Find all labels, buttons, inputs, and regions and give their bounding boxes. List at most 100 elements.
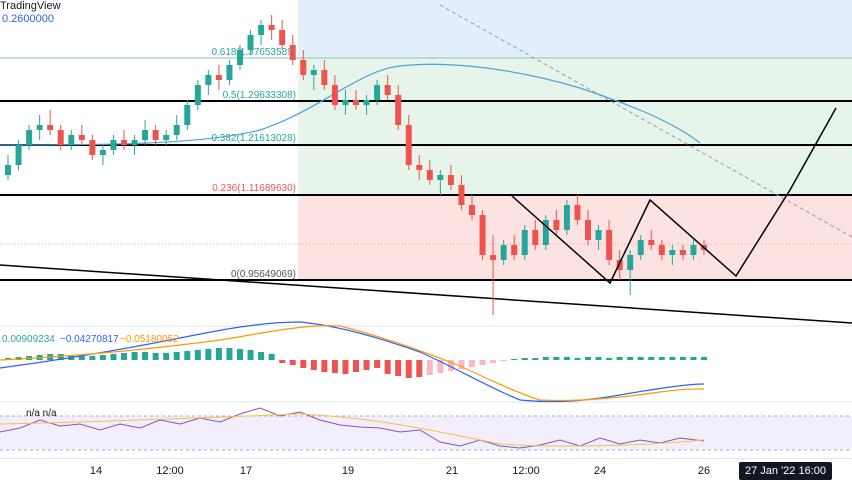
fib-label-05: 0.5(1.29633308) bbox=[223, 90, 296, 101]
macd-histogram-bar bbox=[194, 350, 201, 360]
macd-histogram-bar bbox=[205, 349, 212, 360]
macd-histogram-bar bbox=[342, 360, 349, 374]
crosshair-date-badge: 27 Jan '22 16:00 bbox=[738, 462, 832, 480]
candle-body bbox=[363, 100, 370, 105]
macd-histogram-bar bbox=[395, 360, 402, 376]
time-tick: 21 bbox=[445, 465, 459, 477]
macd-histogram-bar bbox=[99, 355, 106, 360]
macd-histogram-bar bbox=[542, 357, 549, 360]
candle-body bbox=[321, 70, 328, 85]
candle-body bbox=[173, 125, 180, 135]
projected-zigzag[interactable] bbox=[511, 107, 837, 285]
candle-body bbox=[110, 140, 117, 150]
fib-label-0236: 0.236(1.11689630) bbox=[212, 183, 296, 194]
macd-histogram-bar bbox=[121, 353, 127, 360]
moving-average-line bbox=[0, 63, 701, 146]
fib-label-0382: 0.382(1.21613028) bbox=[211, 133, 296, 144]
macd-histogram-bar bbox=[458, 360, 465, 369]
macd-histogram-bar bbox=[89, 356, 96, 360]
candle-body bbox=[395, 95, 402, 125]
macd-histogram-bar bbox=[553, 357, 560, 360]
macd-histogram-bar bbox=[658, 357, 665, 360]
candle-body bbox=[585, 220, 591, 240]
candle-body bbox=[237, 50, 243, 65]
candle-body bbox=[637, 240, 644, 255]
candle-body bbox=[310, 70, 317, 75]
macd-histogram-bar bbox=[268, 354, 275, 360]
macd-histogram-bar bbox=[247, 350, 254, 360]
candle-body bbox=[490, 255, 497, 260]
dashed-trendline[interactable] bbox=[439, 4, 852, 238]
candle-body bbox=[426, 170, 433, 180]
macd-histogram-bar bbox=[173, 352, 180, 360]
candle-body bbox=[648, 240, 655, 245]
macd-histogram-bar bbox=[574, 358, 581, 360]
macd-histogram-bar bbox=[237, 349, 243, 360]
candle-body bbox=[142, 130, 149, 140]
candle-body bbox=[47, 125, 54, 130]
candle-body bbox=[5, 165, 11, 175]
macd-histogram-bar bbox=[258, 352, 265, 360]
candle-body bbox=[447, 175, 454, 185]
fib-label-0: 0(0.95649069) bbox=[231, 269, 296, 280]
candlestick-series bbox=[5, 15, 707, 315]
candle-body bbox=[163, 135, 170, 140]
macd-histogram-bar bbox=[110, 354, 117, 360]
time-tick: 12:00 bbox=[156, 465, 184, 477]
macd-histogram-bar bbox=[57, 354, 64, 360]
macd-histogram-bar bbox=[679, 357, 686, 360]
macd-line bbox=[0, 321, 705, 403]
macd-histogram-bar bbox=[521, 358, 528, 360]
candle-body bbox=[690, 245, 697, 255]
macd-histogram-bar bbox=[300, 360, 307, 368]
long-support-trendline[interactable] bbox=[0, 264, 852, 324]
candle-body bbox=[68, 135, 75, 145]
time-tick: 19 bbox=[341, 465, 355, 477]
time-tick: 17 bbox=[239, 465, 253, 477]
candle-body bbox=[300, 60, 307, 75]
candle-body bbox=[627, 255, 634, 270]
price-badge: 0.2600000 bbox=[0, 12, 56, 26]
candle-body bbox=[595, 230, 602, 240]
candle-body bbox=[521, 230, 528, 255]
macd-histogram-bar bbox=[374, 360, 381, 368]
macd-histogram bbox=[5, 348, 707, 378]
candle-body bbox=[99, 150, 106, 155]
macd-histogram-bar bbox=[606, 358, 613, 360]
candle-body bbox=[331, 85, 338, 105]
macd-histogram-bar bbox=[595, 357, 602, 360]
macd-histogram-bar bbox=[321, 360, 328, 372]
candle-body bbox=[616, 260, 623, 270]
candle-body bbox=[78, 135, 85, 140]
candle-body bbox=[226, 65, 233, 80]
time-axis[interactable]: 14 12:00 17 19 21 12:00 24 26 27 Jan '22… bbox=[0, 458, 852, 486]
macd-histogram-bar bbox=[479, 360, 486, 365]
macd-histogram-bar bbox=[226, 348, 233, 360]
macd-histogram-bar bbox=[384, 360, 391, 374]
signal-line bbox=[0, 325, 705, 402]
candle-body bbox=[268, 25, 275, 30]
candle-body bbox=[36, 125, 43, 130]
macd-histogram-bar bbox=[289, 360, 296, 365]
candle-body bbox=[353, 100, 359, 105]
macd-histogram-bar bbox=[152, 353, 159, 360]
candle-body bbox=[152, 130, 159, 140]
macd-histogram-bar bbox=[616, 357, 623, 360]
candle-body bbox=[542, 220, 549, 245]
candle-body bbox=[479, 215, 486, 255]
macd-histogram-bar bbox=[331, 360, 338, 373]
candle-body bbox=[374, 85, 381, 100]
macd-histogram-bar bbox=[215, 348, 222, 360]
tradingview-logo[interactable]: TradingView bbox=[0, 0, 61, 12]
macd-histogram-bar bbox=[500, 360, 507, 361]
candle-body bbox=[511, 245, 518, 255]
macd-histogram-bar bbox=[78, 356, 85, 360]
macd-histogram-bar bbox=[363, 360, 370, 370]
macd-value-1: 0.00909234 bbox=[2, 334, 55, 345]
macd-histogram-bar bbox=[426, 360, 433, 375]
macd-histogram-bar bbox=[163, 353, 170, 360]
candle-body bbox=[205, 75, 212, 85]
candle-body bbox=[131, 140, 138, 145]
macd-histogram-bar bbox=[511, 359, 518, 360]
